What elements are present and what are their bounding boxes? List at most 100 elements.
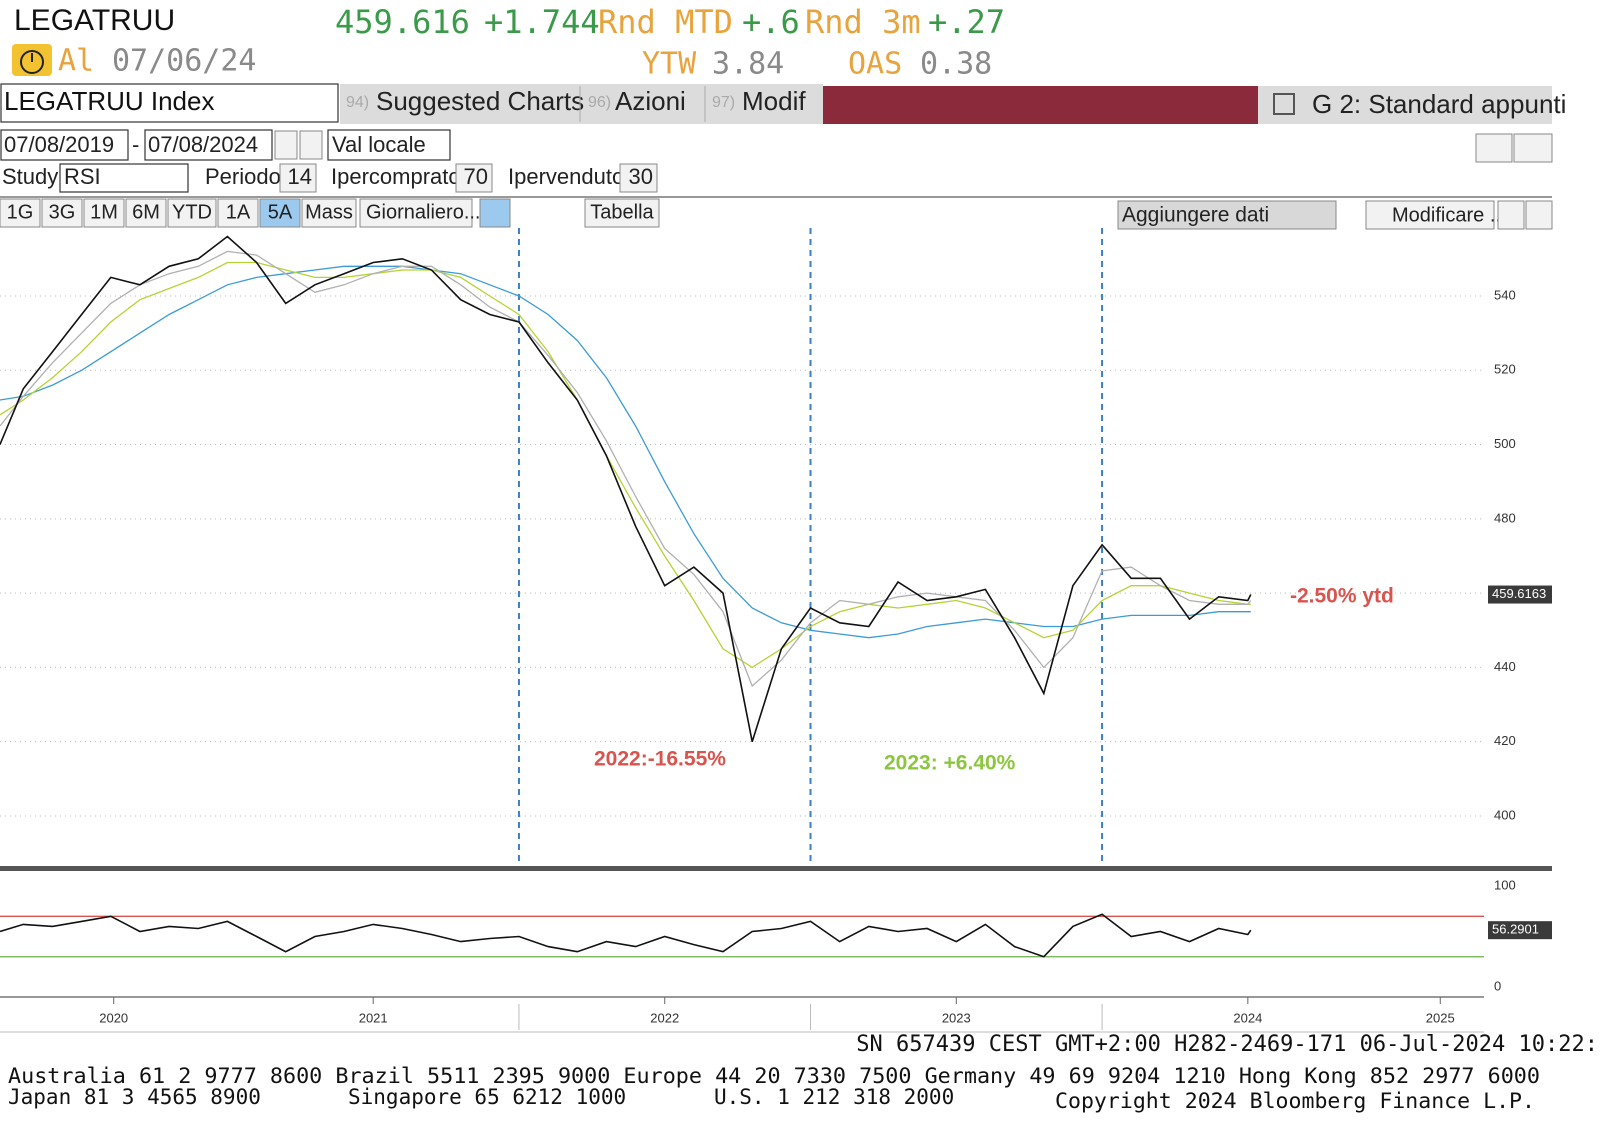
price: 459.616 — [335, 3, 470, 41]
gauge-icon — [20, 50, 44, 74]
date-field[interactable] — [0, 129, 129, 161]
last-value-tag — [1488, 585, 1552, 604]
oas-label: OAS — [848, 47, 902, 82]
contacts: Singapore 65 6212 1000 — [348, 1085, 626, 1109]
series-line — [0, 235, 1252, 742]
next-button[interactable] — [299, 130, 323, 160]
session-info: SN 657439 CEST GMT+2:00 H282-2469-171 06… — [856, 1032, 1598, 1057]
menu-num: 96) — [588, 94, 611, 111]
frequency-button[interactable] — [359, 198, 473, 228]
currency: Val locale — [332, 132, 426, 157]
mtd-value: +.6 — [742, 3, 800, 41]
annotation: -2.50% ytd — [1290, 585, 1394, 608]
y-tick-label: 100 — [1494, 877, 1516, 892]
range-label: 1A — [226, 201, 251, 223]
oversold-field[interactable] — [619, 163, 658, 193]
copyright: Copyright 2024 Bloomberg Finance L.P. — [1055, 1089, 1535, 1113]
prev-button[interactable] — [274, 130, 298, 160]
panel-divider — [0, 866, 1552, 871]
add-data-field[interactable] — [1117, 200, 1337, 230]
edit-button[interactable] — [1365, 200, 1495, 230]
table-button[interactable] — [584, 198, 660, 228]
ytw-value: 3.84 — [712, 47, 784, 82]
contacts: Japan 81 3 4565 8900 — [8, 1085, 261, 1109]
change: +1.744 — [484, 3, 600, 41]
period-label: Periodo — [205, 164, 281, 189]
period: 14 — [288, 164, 312, 189]
range-button[interactable] — [83, 198, 125, 228]
range-buttons: 1G 3G 1M 6M YTD 1A 5A — [0, 198, 301, 228]
template-bar — [1258, 86, 1552, 124]
range-button[interactable] — [217, 198, 259, 228]
menu-item[interactable]: Suggested Charts — [376, 86, 584, 116]
range-button[interactable] — [0, 198, 41, 228]
menu-item[interactable]: Modif — [742, 86, 806, 116]
range-label: 1G — [7, 201, 34, 223]
date-field[interactable] — [144, 129, 273, 161]
range-button[interactable] — [167, 198, 217, 228]
title-bar — [823, 86, 1258, 124]
currency-field[interactable] — [327, 129, 451, 161]
last-value-label: 459.6163 — [1492, 586, 1546, 601]
range-button[interactable] — [259, 198, 301, 228]
y-tick-label: 520 — [1494, 362, 1516, 377]
last-value-tag — [1488, 921, 1552, 940]
range-button[interactable] — [41, 198, 83, 228]
y-tick-label: 0 — [1494, 978, 1501, 993]
menu-num: 97) — [712, 94, 735, 111]
contacts: Australia 61 2 9777 8600 Brazil 5511 239… — [8, 1064, 1540, 1088]
y-tick-label: 500 — [1494, 436, 1516, 451]
study-field[interactable] — [59, 163, 189, 193]
range-label: 5A — [268, 201, 293, 223]
range-label: 1M — [90, 201, 118, 223]
study: RSI — [64, 164, 101, 189]
oversold-label: Ipervenduto — [508, 164, 624, 189]
period-field[interactable] — [279, 163, 317, 193]
m3-value: +.27 — [928, 3, 1005, 41]
overbought-label: Ipercomprato — [331, 164, 461, 189]
ticker: LEGATRUU — [14, 4, 175, 37]
gear-button[interactable] — [1525, 200, 1553, 230]
menu-item[interactable]: Azioni — [615, 86, 686, 116]
series-line — [0, 913, 1252, 958]
x-tick-label: 2024 — [1233, 1010, 1262, 1025]
ytw-label: YTW — [642, 47, 697, 82]
date-dash: - — [132, 132, 139, 157]
range-label: YTD — [172, 201, 212, 223]
mass-button[interactable] — [301, 198, 357, 228]
edit: Modificare ... — [1392, 204, 1506, 226]
series-line — [0, 250, 1252, 688]
x-tick-label: 2022 — [650, 1010, 679, 1025]
annotation: 2022:-16.55% — [594, 748, 726, 771]
chart-type-button[interactable] — [479, 198, 511, 228]
popout-icon[interactable] — [1273, 93, 1295, 115]
rating: Al — [58, 44, 94, 79]
refresh-button[interactable] — [1513, 133, 1553, 163]
annotation: 2023: +6.40% — [884, 752, 1016, 775]
frequency: Giornaliero... — [366, 201, 481, 223]
template[interactable]: G 2: Standard appunti — [1312, 89, 1566, 119]
overbought-field[interactable] — [455, 163, 493, 193]
y-tick-label: 420 — [1494, 733, 1516, 748]
menu-bar — [340, 84, 823, 124]
series-line — [0, 265, 1251, 639]
study-label: Study — [2, 164, 58, 189]
menu-num: 94) — [346, 94, 369, 111]
x-tick-label: 2023 — [942, 1010, 971, 1025]
range-label: 3G — [49, 201, 76, 223]
range-button[interactable] — [125, 198, 167, 228]
security: LEGATRUU Index — [4, 86, 214, 116]
settings-button[interactable] — [1497, 200, 1525, 230]
range-label: 6M — [132, 201, 160, 223]
oversold: 30 — [629, 164, 653, 189]
start-date: 07/08/2019 — [4, 132, 114, 157]
x-tick-label: 2025 — [1426, 1010, 1455, 1025]
x-tick-label: 2020 — [99, 1010, 128, 1025]
security-field[interactable] — [0, 83, 339, 123]
y-tick-label: 440 — [1494, 659, 1516, 674]
m3-label: Rnd 3m — [805, 3, 921, 41]
y-tick-label: 480 — [1494, 510, 1516, 525]
undo-button[interactable] — [1475, 133, 1513, 163]
